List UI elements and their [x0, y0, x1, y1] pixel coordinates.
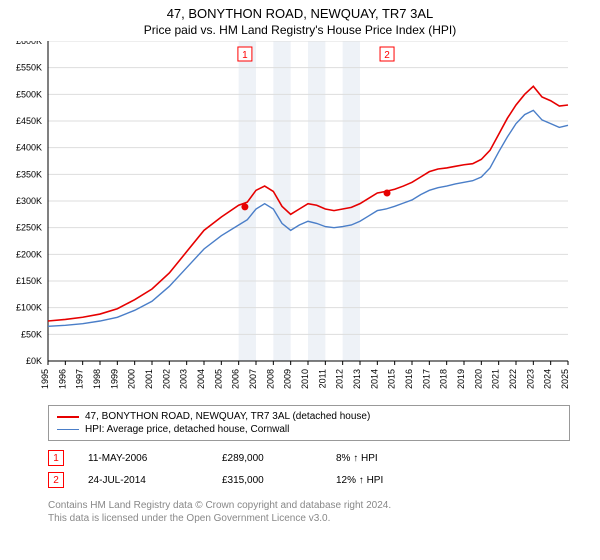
svg-text:2004: 2004: [196, 369, 206, 389]
svg-text:2000: 2000: [127, 369, 137, 389]
sale-price: £289,000: [222, 453, 312, 464]
svg-text:2014: 2014: [369, 369, 379, 389]
svg-text:£450K: £450K: [16, 116, 42, 126]
svg-text:2009: 2009: [283, 369, 293, 389]
svg-text:£600K: £600K: [16, 41, 42, 46]
chart-title: 47, BONYTHON ROAD, NEWQUAY, TR7 3AL: [0, 0, 600, 21]
svg-text:£400K: £400K: [16, 143, 42, 153]
sale-date: 24-JUL-2014: [88, 475, 198, 486]
svg-text:2016: 2016: [404, 369, 414, 389]
svg-text:2019: 2019: [456, 369, 466, 389]
chart-subtitle: Price paid vs. HM Land Registry's House …: [0, 21, 600, 41]
sale-marker: 2: [48, 472, 64, 488]
svg-text:2020: 2020: [473, 369, 483, 389]
svg-text:£300K: £300K: [16, 196, 42, 206]
svg-text:2018: 2018: [439, 369, 449, 389]
svg-text:£350K: £350K: [16, 169, 42, 179]
svg-text:2002: 2002: [161, 369, 171, 389]
svg-text:2022: 2022: [508, 369, 518, 389]
svg-text:2013: 2013: [352, 369, 362, 389]
svg-text:1996: 1996: [57, 369, 67, 389]
svg-text:£150K: £150K: [16, 276, 42, 286]
svg-text:2021: 2021: [491, 369, 501, 389]
svg-text:£550K: £550K: [16, 63, 42, 73]
svg-text:1995: 1995: [40, 369, 50, 389]
sale-date: 11-MAY-2006: [88, 453, 198, 464]
svg-text:2017: 2017: [421, 369, 431, 389]
sale-row: 1 11-MAY-2006 £289,000 8% ↑ HPI: [48, 447, 570, 469]
legend-item: 47, BONYTHON ROAD, NEWQUAY, TR7 3AL (det…: [57, 410, 561, 423]
legend-label: HPI: Average price, detached house, Corn…: [85, 424, 289, 435]
svg-text:1998: 1998: [92, 369, 102, 389]
svg-text:£250K: £250K: [16, 223, 42, 233]
price-chart: £0K £50K £100K £150K £200K £250K £300K £350K £40…: [0, 41, 600, 401]
sale-delta: 12% ↑ HPI: [336, 475, 383, 486]
svg-text:£500K: £500K: [16, 89, 42, 99]
svg-text:2006: 2006: [231, 369, 241, 389]
svg-text:2024: 2024: [543, 369, 553, 389]
svg-text:£50K: £50K: [21, 329, 42, 339]
svg-text:1997: 1997: [75, 369, 85, 389]
svg-text:2005: 2005: [213, 369, 223, 389]
footer-attribution: Contains HM Land Registry data © Crown c…: [48, 499, 570, 525]
sale-delta: 8% ↑ HPI: [336, 453, 378, 464]
svg-text:2001: 2001: [144, 369, 154, 389]
sale-price: £315,000: [222, 475, 312, 486]
legend-swatch: [57, 416, 79, 418]
svg-text:1999: 1999: [109, 369, 119, 389]
sale-datapoints: 1 11-MAY-2006 £289,000 8% ↑ HPI 2 24-JUL-2014…: [48, 447, 570, 491]
svg-text:2010: 2010: [300, 369, 310, 389]
svg-text:2023: 2023: [525, 369, 535, 389]
sale-marker: 1: [48, 450, 64, 466]
legend-item: HPI: Average price, detached house, Corn…: [57, 423, 561, 436]
svg-text:2007: 2007: [248, 369, 258, 389]
legend: 47, BONYTHON ROAD, NEWQUAY, TR7 3AL (det…: [48, 405, 570, 441]
svg-text:1: 1: [242, 50, 248, 61]
svg-text:2012: 2012: [335, 369, 345, 389]
svg-text:£200K: £200K: [16, 249, 42, 259]
svg-text:2: 2: [384, 50, 390, 61]
svg-text:2003: 2003: [179, 369, 189, 389]
legend-swatch: [57, 429, 79, 430]
svg-text:£0K: £0K: [26, 356, 42, 366]
footer-line-2: This data is licensed under the Open Gov…: [48, 512, 570, 525]
svg-text:2025: 2025: [560, 369, 570, 389]
footer-line-1: Contains HM Land Registry data © Crown c…: [48, 499, 570, 512]
svg-text:2015: 2015: [387, 369, 397, 389]
svg-text:£100K: £100K: [16, 303, 42, 313]
svg-text:2011: 2011: [317, 369, 327, 388]
svg-text:2008: 2008: [265, 369, 275, 389]
legend-label: 47, BONYTHON ROAD, NEWQUAY, TR7 3AL (det…: [85, 411, 370, 422]
sale-row: 2 24-JUL-2014 £315,000 12% ↑ HPI: [48, 469, 570, 491]
